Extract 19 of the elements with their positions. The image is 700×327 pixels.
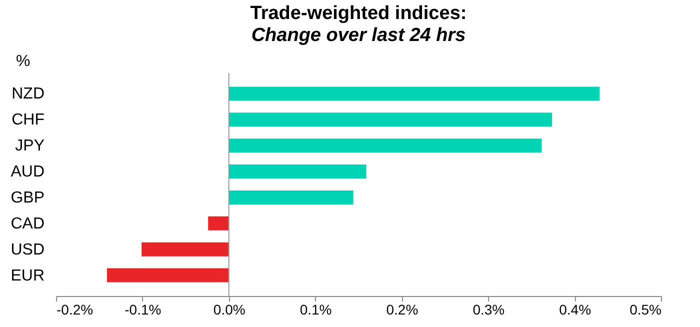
y-tick-label: CHF — [12, 112, 45, 129]
x-tick-label: 0.3% — [472, 302, 505, 318]
x-tick-label: 0.2% — [386, 302, 418, 318]
y-tick-label: EUR — [10, 267, 44, 284]
x-tick-label: 0.0% — [213, 302, 246, 318]
y-tick-label: CAD — [10, 215, 44, 232]
x-tick-label: -0.1% — [124, 302, 162, 318]
y-tick-label: USD — [10, 241, 44, 258]
x-tick-label: 0.1% — [300, 302, 332, 318]
y-tick-label: AUD — [10, 164, 44, 181]
x-tick-label: -0.2% — [56, 302, 94, 318]
chart-title: Trade-weighted indices: — [250, 3, 467, 24]
chart-subtitle: Change over last 24 hrs — [251, 25, 466, 46]
y-tick-label: JPY — [15, 138, 45, 155]
x-tick-label: 0.5% — [630, 302, 662, 318]
text: % — [16, 53, 30, 70]
y-tick-label: GBP — [10, 189, 44, 206]
x-tick-label: 0.4% — [559, 302, 592, 318]
y-tick-label: NZD — [12, 86, 44, 103]
